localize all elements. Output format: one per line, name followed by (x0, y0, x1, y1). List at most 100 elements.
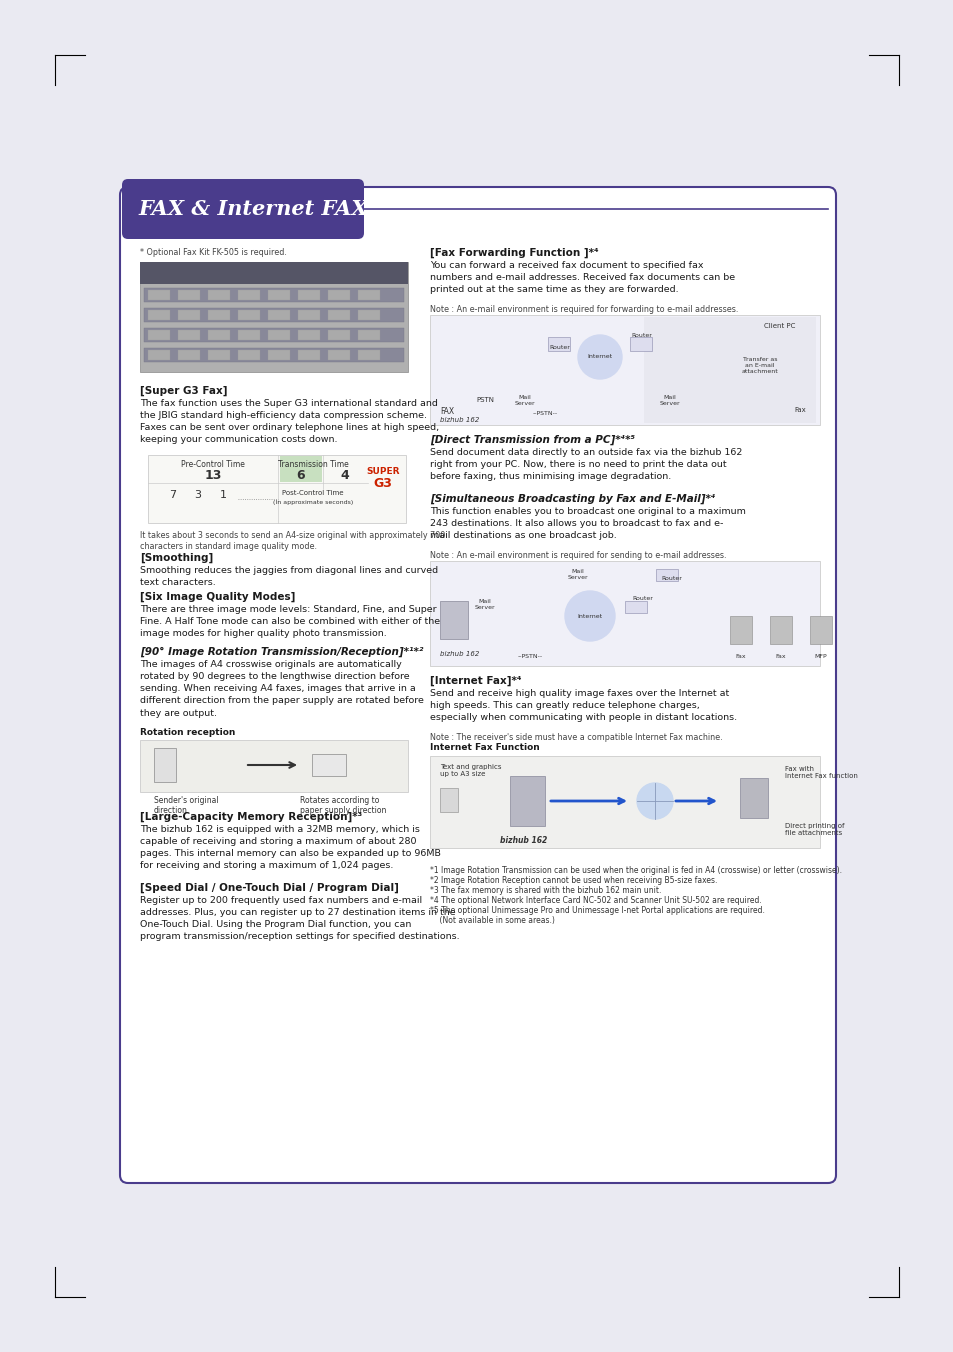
Bar (357, 289, 379, 300)
Text: There are three image mode levels: Standard, Fine, and Super
Fine. A Half Tone m: There are three image mode levels: Stand… (140, 604, 439, 638)
Bar (297, 330, 319, 339)
Text: 7: 7 (170, 489, 176, 500)
Bar (439, 788, 457, 813)
Text: 13: 13 (204, 469, 221, 483)
Bar (644, 316, 815, 423)
Text: [Simultaneous Broadcasting by Fax and E-Mail]*⁴: [Simultaneous Broadcasting by Fax and E-… (430, 493, 715, 504)
Bar (268, 330, 290, 339)
Bar (140, 262, 408, 284)
Text: Mail
Server: Mail Server (515, 395, 535, 406)
Text: Client PC: Client PC (763, 323, 795, 329)
Text: 3: 3 (194, 489, 201, 500)
Text: This function enables you to broadcast one original to a maximum
243 destination: This function enables you to broadcast o… (430, 507, 745, 541)
Bar (357, 350, 379, 360)
Text: bizhub 162: bizhub 162 (439, 652, 478, 657)
Bar (740, 777, 767, 818)
Text: Post-Control Time: Post-Control Time (282, 489, 343, 496)
Text: Sender's original
direction: Sender's original direction (153, 796, 218, 815)
Text: MFP: MFP (814, 654, 826, 658)
Bar (208, 289, 230, 300)
Bar (624, 602, 646, 612)
Text: *3 The fax memory is shared with the bizhub 162 main unit.: *3 The fax memory is shared with the biz… (430, 886, 660, 895)
Text: [Super G3 Fax]: [Super G3 Fax] (140, 387, 227, 396)
Text: Router: Router (660, 576, 681, 581)
Text: The fax function uses the Super G3 international standard and
the JBIG standard : The fax function uses the Super G3 inter… (140, 399, 438, 445)
Bar (430, 561, 820, 667)
Text: [Six Image Quality Modes]: [Six Image Quality Modes] (140, 592, 295, 602)
Text: Note : An e-mail environment is required for forwarding to e-mail addresses.: Note : An e-mail environment is required… (430, 306, 738, 314)
Text: Smoothing reduces the jaggies from diagonal lines and curved
text characters.: Smoothing reduces the jaggies from diago… (140, 566, 437, 587)
Text: (Not available in some areas.): (Not available in some areas.) (430, 917, 555, 925)
Bar (312, 754, 346, 776)
FancyBboxPatch shape (120, 187, 835, 1183)
Bar (148, 330, 170, 339)
Text: It takes about 3 seconds to send an A4-size original with approximately 700
char: It takes about 3 seconds to send an A4-s… (140, 531, 445, 552)
Bar (144, 329, 403, 342)
Text: Text and graphics
up to A3 size: Text and graphics up to A3 size (439, 764, 501, 777)
Bar (237, 289, 260, 300)
Text: 6: 6 (296, 469, 305, 483)
Text: [Large-Capacity Memory Reception]*³: [Large-Capacity Memory Reception]*³ (140, 813, 362, 822)
Bar (297, 350, 319, 360)
Bar (148, 350, 170, 360)
Text: Fax with
Internet Fax function: Fax with Internet Fax function (784, 767, 857, 779)
Bar (237, 350, 260, 360)
Bar (144, 308, 403, 322)
Bar (268, 310, 290, 320)
Bar (328, 310, 350, 320)
Text: Internet: Internet (577, 614, 602, 618)
Text: Direct printing of
file attachments: Direct printing of file attachments (784, 823, 843, 836)
Text: [Fax Forwarding Function ]*⁴: [Fax Forwarding Function ]*⁴ (430, 247, 598, 258)
Text: Register up to 200 frequently used fax numbers and e-mail
addresses. Plus, you c: Register up to 200 frequently used fax n… (140, 896, 459, 941)
Text: The bizhub 162 is equipped with a 32MB memory, which is
capable of receiving and: The bizhub 162 is equipped with a 32MB m… (140, 825, 440, 871)
Text: * Optional Fax Kit FK-505 is required.: * Optional Fax Kit FK-505 is required. (140, 247, 287, 257)
Text: *1 Image Rotation Transmission can be used when the original is fed in A4 (cross: *1 Image Rotation Transmission can be us… (430, 867, 841, 875)
Text: Note : An e-mail environment is required for sending to e-mail addresses.: Note : An e-mail environment is required… (430, 552, 726, 560)
Bar (629, 337, 651, 352)
Bar (178, 289, 200, 300)
Bar (140, 740, 408, 792)
Text: --PSTN--: --PSTN-- (532, 411, 557, 416)
Text: *2 Image Rotation Reception cannot be used when receiving B5-size faxes.: *2 Image Rotation Reception cannot be us… (430, 876, 717, 886)
Text: Mail
Server: Mail Server (475, 599, 495, 610)
Bar (510, 776, 544, 826)
Text: Rotates according to
paper supply direction: Rotates according to paper supply direct… (299, 796, 386, 815)
Bar (144, 347, 403, 362)
Bar (178, 330, 200, 339)
Bar (208, 310, 230, 320)
Bar (148, 456, 406, 523)
Text: The images of A4 crosswise originals are automatically
rotated by 90 degrees to : The images of A4 crosswise originals are… (140, 660, 423, 718)
Text: Pre-Control Time: Pre-Control Time (181, 460, 245, 469)
Bar (208, 330, 230, 339)
Text: Transfer as
an E-mail
attachment: Transfer as an E-mail attachment (740, 357, 778, 373)
Bar (656, 569, 678, 581)
Bar (729, 617, 751, 644)
Text: *4 The optional Network Interface Card NC-502 and Scanner Unit SU-502 are requir: *4 The optional Network Interface Card N… (430, 896, 760, 904)
Bar (237, 330, 260, 339)
Text: Router: Router (632, 596, 653, 602)
Text: G3: G3 (374, 477, 392, 489)
Bar (237, 310, 260, 320)
Bar (268, 289, 290, 300)
Text: Router: Router (631, 333, 652, 338)
Bar (809, 617, 831, 644)
Bar (328, 330, 350, 339)
Bar (430, 315, 820, 425)
Text: Internet: Internet (587, 354, 612, 360)
Text: [Direct Transmission from a PC]*⁴*⁵: [Direct Transmission from a PC]*⁴*⁵ (430, 435, 635, 445)
Text: (In approximate seconds): (In approximate seconds) (273, 500, 353, 506)
Bar (268, 350, 290, 360)
Text: [Speed Dial / One-Touch Dial / Program Dial]: [Speed Dial / One-Touch Dial / Program D… (140, 883, 398, 894)
Bar (178, 350, 200, 360)
Bar (328, 350, 350, 360)
Text: PSTN: PSTN (476, 397, 494, 403)
Bar (178, 310, 200, 320)
Circle shape (578, 335, 621, 379)
Bar (140, 262, 408, 372)
Text: Internet Fax Function: Internet Fax Function (430, 744, 539, 752)
Text: Fax: Fax (735, 654, 745, 658)
Circle shape (564, 591, 615, 641)
Bar (153, 748, 175, 781)
Bar (148, 310, 170, 320)
Bar (430, 756, 820, 848)
